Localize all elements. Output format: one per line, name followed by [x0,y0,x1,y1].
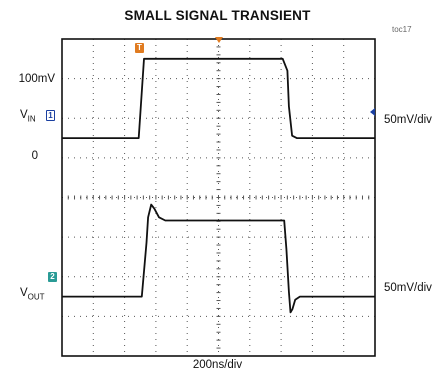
vin-label: VIN [20,109,36,123]
vin-label-main: V [20,109,28,121]
grid [61,38,376,357]
trace-vin [62,57,375,139]
vout-label: VOUT [20,287,45,301]
vin-low-level-label: 0 [31,150,38,162]
vin-scale-label: 50mV/div [384,114,432,126]
figure-id: toc17 [392,25,412,34]
chart-title: SMALL SIGNAL TRANSIENT [124,8,311,23]
vout-scale-label: 50mV/div [384,282,432,294]
trigger-position-icon [215,37,223,43]
trace-vout [62,203,375,314]
vin-label-sub: IN [27,114,36,124]
channel-1-marker: 1 [46,110,55,121]
channel-2-marker: 2 [48,272,57,282]
channel-1-offset-icon [370,108,375,116]
vout-label-main: V [20,287,28,299]
vin-high-level-label: 100mV [18,73,55,85]
x-scale-label: 200ns/div [192,359,243,371]
trigger-marker: T [135,43,144,53]
vout-label-sub: OUT [27,292,45,302]
traces [62,57,375,314]
